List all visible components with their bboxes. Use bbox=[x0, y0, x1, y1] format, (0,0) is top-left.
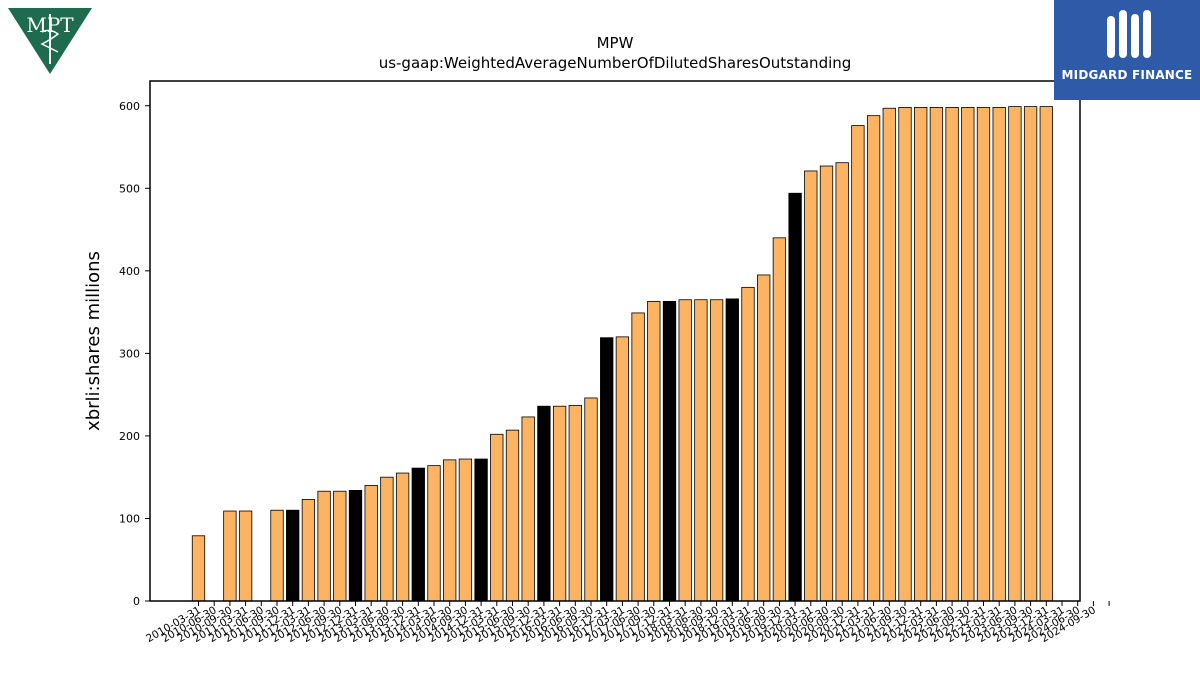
bar bbox=[647, 300, 661, 602]
chart-title: MPW bbox=[597, 34, 634, 52]
bar bbox=[914, 107, 928, 602]
svg-text:MPT: MPT bbox=[26, 13, 74, 37]
bar bbox=[333, 490, 347, 602]
bar bbox=[1008, 106, 1022, 602]
bar bbox=[380, 476, 394, 602]
bar bbox=[741, 286, 755, 602]
bar bbox=[552, 405, 567, 602]
bar bbox=[757, 274, 771, 602]
bar bbox=[662, 300, 677, 602]
bar bbox=[882, 107, 896, 602]
bar bbox=[223, 510, 237, 602]
bar bbox=[835, 162, 849, 602]
mpt-logo: MPT bbox=[6, 6, 94, 76]
bar bbox=[976, 107, 991, 602]
bar bbox=[929, 107, 944, 602]
plot-frame bbox=[149, 80, 1081, 602]
bar bbox=[395, 472, 410, 602]
bar bbox=[992, 107, 1006, 602]
bar bbox=[537, 405, 551, 602]
bar bbox=[819, 165, 834, 602]
chart-subtitle: us-gaap:WeightedAverageNumberOfDilutedSh… bbox=[379, 54, 852, 72]
bar bbox=[600, 337, 614, 602]
bar bbox=[678, 299, 692, 602]
bar bbox=[427, 465, 441, 602]
bar bbox=[270, 509, 284, 602]
bar bbox=[945, 107, 959, 602]
bar bbox=[474, 458, 488, 602]
bar bbox=[191, 535, 206, 602]
bar bbox=[788, 192, 802, 602]
bar bbox=[615, 336, 630, 602]
bar bbox=[725, 298, 739, 602]
bar bbox=[286, 509, 300, 602]
bar bbox=[804, 170, 818, 602]
bar bbox=[490, 433, 504, 602]
y-tick-label: 600 bbox=[119, 100, 140, 113]
bar bbox=[568, 404, 582, 602]
bar bbox=[505, 429, 520, 602]
bar bbox=[301, 499, 316, 602]
bar bbox=[709, 299, 724, 602]
bar bbox=[1023, 106, 1038, 602]
y-axis-label: xbrli:shares millions bbox=[83, 251, 104, 431]
bar bbox=[317, 490, 331, 602]
y-tick-label: 400 bbox=[119, 265, 140, 278]
bar bbox=[961, 107, 975, 602]
y-tick-label: 100 bbox=[119, 512, 140, 525]
bar bbox=[772, 237, 787, 602]
bar bbox=[631, 312, 645, 602]
bar bbox=[364, 485, 378, 602]
y-tick-label: 500 bbox=[119, 182, 140, 195]
bar bbox=[238, 510, 253, 602]
y-tick-label: 0 bbox=[133, 595, 140, 608]
bar bbox=[521, 416, 535, 602]
y-tick-label: 300 bbox=[119, 347, 140, 360]
midgard-finance-text: MIDGARD FINANCE bbox=[1061, 68, 1193, 82]
bar bbox=[348, 489, 363, 602]
bar bbox=[866, 115, 881, 602]
y-tick-label: 200 bbox=[119, 430, 140, 443]
bar bbox=[1039, 106, 1053, 602]
bar bbox=[458, 458, 473, 602]
bar bbox=[694, 299, 708, 602]
bar bbox=[443, 459, 457, 602]
bar bbox=[851, 125, 865, 602]
midgard-finance-logo: MIDGARD FINANCE bbox=[1054, 0, 1200, 100]
bar bbox=[584, 397, 598, 602]
bar bbox=[411, 467, 425, 602]
bar bbox=[898, 107, 912, 602]
